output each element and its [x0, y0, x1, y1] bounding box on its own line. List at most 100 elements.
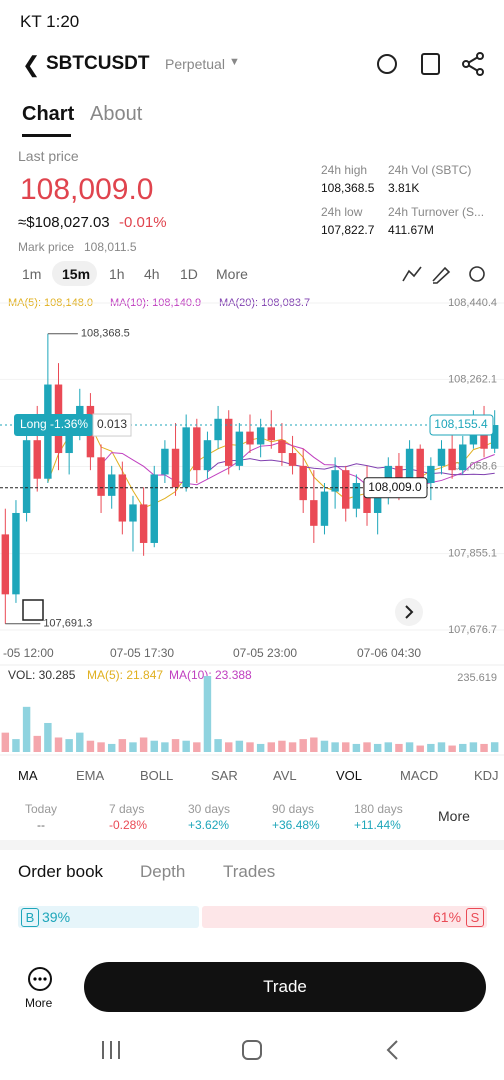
- indicator-icon[interactable]: [402, 266, 422, 282]
- y-tick-label: 108,440.4: [448, 297, 497, 309]
- back-button[interactable]: ❮: [22, 52, 41, 77]
- stat-label: 24h high: [321, 163, 368, 177]
- candle-body: [490, 425, 499, 449]
- last-price: 108,009.0: [20, 173, 154, 206]
- volume-bar: [225, 742, 233, 752]
- orderbook-tab[interactable]: Order book: [18, 862, 104, 881]
- volume-bar: [33, 735, 41, 752]
- volume-bar: [193, 742, 201, 752]
- indicator-tab[interactable]: SAR: [211, 768, 238, 783]
- candle-body: [182, 427, 190, 488]
- volume-bar: [76, 732, 84, 752]
- performance-label: Today: [25, 802, 58, 816]
- last-price-label: 108,155.4: [434, 417, 488, 431]
- interval-selected: [52, 261, 97, 286]
- candle-body: [246, 431, 254, 445]
- volume-bar: [97, 742, 105, 752]
- tab-about[interactable]: About: [90, 103, 143, 125]
- candle-body: [193, 427, 201, 471]
- candle-body: [129, 504, 137, 522]
- interval[interactable]: 1D: [180, 266, 198, 282]
- indicator-tab[interactable]: EMA: [76, 768, 105, 783]
- tab-underline: [22, 134, 71, 137]
- indicator-tab[interactable]: MACD: [400, 768, 439, 783]
- stat-value: 108,368.5: [321, 181, 375, 195]
- volume-bar: [235, 740, 244, 752]
- indicator-tab[interactable]: VOL: [336, 768, 363, 783]
- y-tick-label: 107,676.7: [448, 624, 497, 636]
- trade-button[interactable]: Trade: [84, 962, 486, 1012]
- draw-icon[interactable]: [432, 266, 451, 284]
- performance-value: -0.28%: [109, 818, 148, 832]
- indicator-tab[interactable]: AVL: [273, 768, 297, 783]
- candle-body: [118, 474, 127, 522]
- performance-label: 180 days: [354, 802, 403, 816]
- contract-type[interactable]: Perpetual: [165, 56, 225, 72]
- candle-body: [65, 423, 73, 454]
- volume-bar: [427, 743, 435, 752]
- ma-line: [207, 458, 495, 476]
- volume-bar: [267, 742, 275, 752]
- settings-icon[interactable]: [469, 266, 485, 282]
- trades-tab[interactable]: Trades: [223, 862, 276, 881]
- more-icon[interactable]: [26, 965, 54, 993]
- volume-bar: [54, 737, 63, 752]
- volume-bar: [129, 742, 137, 752]
- interval[interactable]: 1m: [22, 266, 42, 282]
- candle-body: [405, 448, 414, 492]
- volume-bar: [150, 740, 158, 752]
- candle-body: [97, 457, 105, 496]
- candle-body: [416, 448, 424, 484]
- volume-bar: [44, 722, 52, 752]
- volume-bar: [490, 742, 499, 752]
- current-price-box: [363, 477, 428, 499]
- x-tick-label: 07-05 17:30: [110, 646, 174, 660]
- volume-ma-label: MA(10): 23.388: [169, 668, 252, 682]
- volume-bar: [342, 742, 350, 752]
- candle-body: [203, 440, 212, 471]
- candle-body: [256, 427, 265, 445]
- interval[interactable]: 15m: [62, 266, 91, 282]
- volume-bar: [384, 742, 393, 752]
- stat-value: 107,822.7: [321, 223, 375, 237]
- scroll-button[interactable]: [395, 598, 423, 626]
- volume-bar: [405, 742, 414, 752]
- tab-chart[interactable]: Chart: [22, 103, 75, 125]
- volume-bar: [171, 739, 180, 752]
- volume-bar: [331, 742, 339, 752]
- volume-bar: [107, 743, 116, 752]
- candle-body: [12, 512, 20, 595]
- y-tick-label: 108,262.1: [448, 373, 497, 385]
- volume-bar: [161, 742, 169, 752]
- x-tick-label: -05 12:00: [3, 646, 54, 660]
- interval[interactable]: 1h: [109, 266, 125, 282]
- share-icon[interactable]: [462, 52, 484, 76]
- depth-tab[interactable]: Depth: [140, 862, 186, 881]
- interval[interactable]: 4h: [144, 266, 160, 282]
- candle-body: [1, 534, 10, 595]
- note-icon[interactable]: [421, 53, 440, 75]
- volume-bar: [65, 739, 73, 752]
- performance-more[interactable]: More: [438, 808, 470, 824]
- volume-bar: [437, 742, 446, 752]
- indicator-tab[interactable]: KDJ: [474, 768, 499, 783]
- volume-bar: [480, 743, 488, 752]
- ma-line: [100, 441, 495, 496]
- indicator-tab[interactable]: MA: [18, 768, 38, 783]
- more-label[interactable]: More: [25, 996, 53, 1010]
- last-price-box: [429, 414, 494, 436]
- position-size: 0.013: [97, 417, 127, 431]
- dropdown-arrow: ▼: [229, 56, 240, 68]
- performance-value: --: [37, 818, 45, 832]
- volume-bar: [363, 742, 371, 752]
- alert-icon[interactable]: [377, 54, 397, 74]
- candle-body: [331, 470, 339, 492]
- indicator-tab[interactable]: BOLL: [140, 768, 174, 783]
- candle-body: [171, 448, 180, 488]
- volume-ma-label: MA(5): 21.847: [87, 668, 163, 682]
- interval[interactable]: More: [216, 266, 248, 282]
- fullscreen-icon[interactable]: [22, 599, 44, 621]
- candle-body: [225, 418, 233, 466]
- sell-bar: [202, 906, 487, 928]
- candle-body: [161, 448, 169, 475]
